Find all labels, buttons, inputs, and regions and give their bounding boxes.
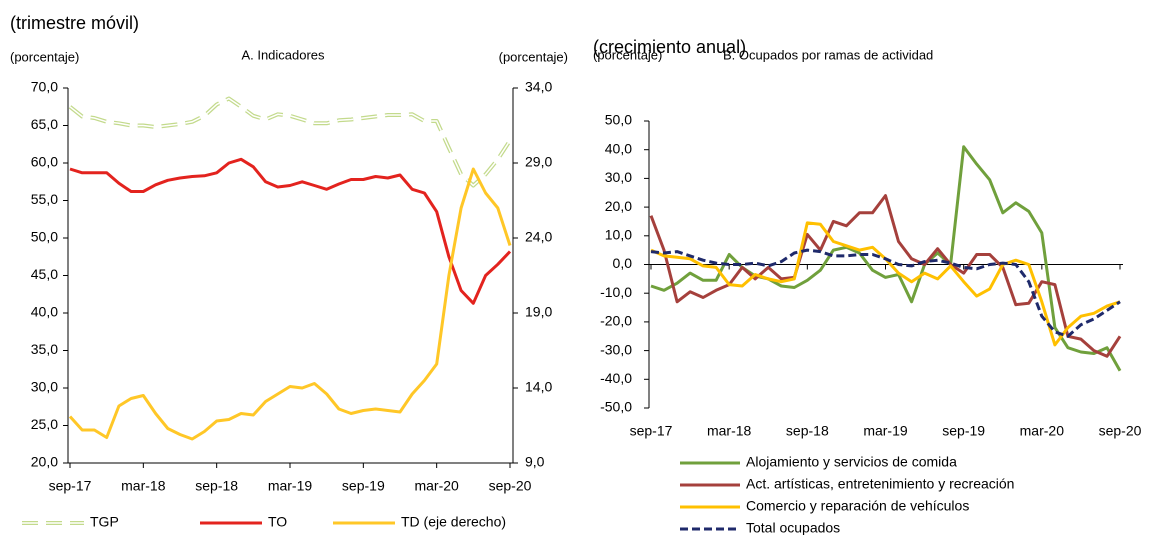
y-tick-label: -40,0 (600, 370, 632, 386)
y-axis-label: (porcentaje) (593, 47, 662, 62)
chart-subtitle: (trimestre móvil) (10, 13, 139, 33)
series-line (650, 145, 1122, 372)
x-tick-label: sep-19 (342, 478, 385, 494)
y-tick-label: -30,0 (600, 341, 632, 357)
legend-label: TO (268, 514, 287, 530)
x-tick-label: mar-20 (1020, 423, 1065, 439)
legend-label: Comercio y reparación de vehículos (746, 498, 969, 514)
chart-subtitle: (crecimiento anual) (593, 37, 746, 57)
x-tick-label: sep-20 (489, 478, 532, 494)
x-tick-label: sep-17 (630, 423, 673, 439)
y-tick-label: 45,0 (31, 266, 58, 282)
series-line (650, 248, 1121, 338)
y2-tick-label: 9,0 (525, 454, 545, 470)
x-tick-label: sep-20 (1099, 423, 1142, 439)
x-tick-label: sep-19 (942, 423, 985, 439)
y-tick-label: 25,0 (31, 416, 58, 432)
y2-tick-label: 29,0 (525, 154, 552, 170)
legend-label: Total ocupados (746, 520, 840, 535)
y-tick-label: 70,0 (31, 79, 58, 95)
line-inner (69, 97, 511, 187)
y-tick-label: 30,0 (31, 379, 58, 395)
series-line (68, 167, 512, 441)
y-tick-label: -10,0 (600, 284, 632, 300)
legend-label: TD (eje derecho) (401, 514, 506, 530)
y-tick-label: 10,0 (605, 227, 632, 243)
y-tick-label: 50,0 (605, 112, 632, 128)
y-tick-label: -20,0 (600, 313, 632, 329)
y2-axis-label: (porcentaje) (499, 49, 568, 64)
legend-label: Alojamiento y servicios de comida (746, 454, 957, 470)
y-tick-label: 65,0 (31, 116, 58, 132)
y2-tick-label: 14,0 (525, 379, 552, 395)
x-tick-label: mar-18 (121, 478, 166, 494)
y-tick-label: 50,0 (31, 229, 58, 245)
y-tick-label: 35,0 (31, 341, 58, 357)
legend-label: TGP (90, 514, 119, 530)
x-tick-label: mar-18 (707, 423, 752, 439)
x-tick-label: sep-18 (195, 478, 238, 494)
y-tick-label: 40,0 (31, 304, 58, 320)
series-line (68, 96, 512, 188)
legend-label: Act. artísticas, entretenimiento y recre… (746, 476, 1014, 492)
chart-title: A. Indicadores (241, 47, 325, 62)
x-tick-label: mar-19 (268, 478, 313, 494)
y2-tick-label: 34,0 (525, 79, 552, 95)
y2-tick-label: 24,0 (525, 229, 552, 245)
x-tick-label: mar-19 (863, 423, 908, 439)
chart-title: B. Ocupados por ramas de actividad (723, 47, 933, 62)
y-tick-label: 20,0 (31, 454, 58, 470)
series-line (69, 157, 512, 305)
x-tick-label: sep-18 (786, 423, 829, 439)
x-tick-label: sep-17 (49, 478, 92, 494)
x-tick-label: mar-20 (414, 478, 459, 494)
y-tick-label: 0,0 (613, 255, 633, 271)
y2-tick-label: 19,0 (525, 304, 552, 320)
y-tick-label: 60,0 (31, 154, 58, 170)
y-tick-label: 20,0 (605, 198, 632, 214)
y-axis-label: (porcentaje) (10, 49, 79, 64)
y-tick-label: -50,0 (600, 399, 632, 415)
y-tick-label: 40,0 (605, 140, 632, 156)
y-tick-label: 55,0 (31, 191, 58, 207)
y-tick-label: 30,0 (605, 169, 632, 185)
